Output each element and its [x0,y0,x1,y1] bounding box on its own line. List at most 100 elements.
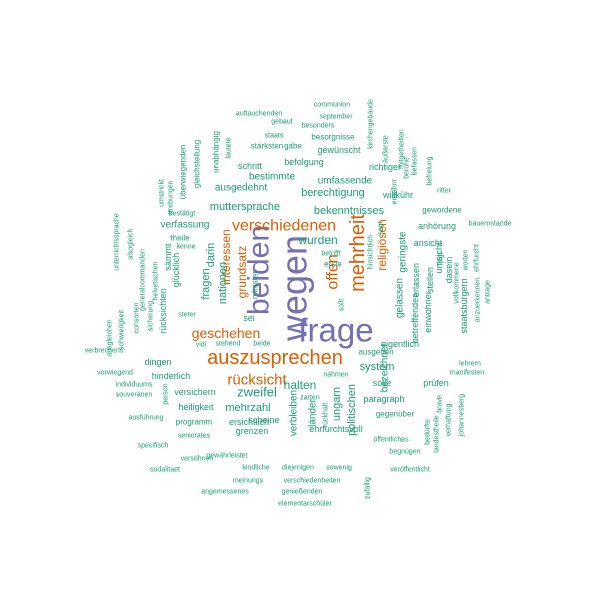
cloud-word-16: bekenntnisses [314,205,385,217]
cloud-word-105: vidi [196,342,207,349]
cloud-word-3: mehrheit [347,214,369,292]
cloud-word-111: souveränen [116,392,153,399]
cloud-word-0: frage [298,312,373,349]
cloud-word-119: diejenigen [282,465,314,472]
cloud-word-27: geringste [398,231,409,273]
cloud-word-50: prüfen [423,378,449,388]
cloud-word-37: ansicht [414,238,443,248]
cloud-word-145: folgt [438,252,445,265]
cloud-word-49: solle [373,378,392,388]
cloud-word-23: ungarn [331,387,343,421]
cloud-word-73: stärksten [251,142,283,151]
cloud-word-40: betreffenden [410,293,420,343]
cloud-word-98: generalcommanden [140,249,147,311]
cloud-word-95: kenne [176,244,195,251]
cloud-word-80: auftauchenden [236,111,282,118]
cloud-word-12: wurden [297,233,337,247]
cloud-word-133: verhaftung [446,403,453,436]
cloud-word-4: auszusprechen [207,347,343,369]
cloud-word-64: sei [243,313,255,323]
cloud-word-6: offen [325,254,342,289]
cloud-word-25: bezeichnet [380,344,391,393]
cloud-word-138: nahmen [323,372,348,379]
cloud-word-149: anzuerkennen [475,278,482,322]
cloud-word-117: sodalitaet [150,467,180,474]
cloud-word-113: ausführung [128,415,163,422]
cloud-word-30: bestimmte [249,172,296,183]
cloud-word-125: elementarschüler [278,501,332,508]
cloud-word-57: heiligkeit [178,402,214,412]
cloud-word-118: kindliche [242,465,269,472]
cloud-word-140: sollt [339,299,346,312]
cloud-word-135: lehrern [459,361,481,368]
cloud-word-86: befreiung [427,156,434,185]
cloud-word-115: versöhnen [181,456,214,463]
cloud-word-59: hinderlich [152,371,191,381]
cloud-word-137: zarten [300,395,320,402]
cloud-word-31: ausgedehnt [215,183,267,194]
cloud-word-94: theile [170,234,190,243]
cloud-word-131: landestheile [434,415,441,452]
cloud-word-75: besorgnisse [311,133,355,142]
cloud-word-69: sämmt [163,243,173,270]
cloud-word-142: erste [324,260,342,269]
cloud-word-2: beiden [243,225,276,315]
cloud-word-146: worten [463,249,470,271]
cloud-word-18: fragen [200,268,212,299]
cloud-word-26: gelassen [395,278,406,318]
cloud-word-122: verschiedenheiten [284,478,341,485]
cloud-word-19: darin [205,243,217,267]
cloud-word-72: unabhängig [212,131,221,173]
cloud-word-5: verschiedenen [232,218,336,235]
cloud-word-10: interessen [219,229,233,284]
cloud-word-101: schwierigkeit [119,310,126,350]
cloud-word-44: dasein [444,257,454,284]
cloud-word-120: sowenig [326,465,352,472]
cloud-word-13: zweifel [237,385,277,400]
cloud-word-108: verbrechens [85,348,124,355]
cloud-word-88: bauernstande [469,221,512,228]
cloud-word-61: programm [176,418,213,427]
cloud-word-121: meinungs [233,478,264,485]
cloud-word-116: gewährleistet [206,453,247,460]
cloud-word-82: kirchengebäude [368,99,375,149]
cloud-word-52: gegenüber [376,410,415,419]
cloud-word-109: vorwiegend [97,370,133,377]
cloud-word-129: öffentliches [373,437,409,444]
cloud-word-107: beide [253,341,270,348]
cloud-word-11: grundsatz [235,246,249,299]
cloud-word-92: strebungen [168,180,175,215]
cloud-word-43: staatsbürgern [459,278,469,333]
cloud-word-110: individuums [116,382,153,389]
cloud-word-9: religiösen [375,219,389,270]
cloud-word-70: gleichstellung [193,140,202,188]
cloud-word-34: willkühr [382,190,413,200]
cloud-word-67: verbleiben [289,390,300,436]
cloud-word-36: richtiger [369,162,401,172]
cloud-word-29: umfassende [318,176,373,187]
cloud-word-60: dingen [144,357,171,367]
cloud-word-93: bestätigt [169,211,196,218]
cloud-word-114: specifisch [138,443,169,450]
cloud-word-14: halten [284,378,317,392]
cloud-word-90: lautete [226,137,233,158]
cloud-word-81: communion [314,102,350,109]
cloud-word-63: glücklich [171,253,181,288]
cloud-word-83: äußerste [383,135,390,163]
cloud-word-87: ritter [437,188,452,195]
cloud-word-22: mehrzahl [225,402,270,414]
cloud-word-56: grenzen [236,426,269,436]
cloud-word-7: rücksicht [227,372,287,389]
cloud-word-151: beruhe [404,157,411,179]
cloud-word-127: veröffentlicht [390,467,430,474]
cloud-word-136: manifesten [450,370,484,377]
cloud-word-39: stellen [425,267,435,293]
cloud-word-103: consorten [134,303,141,334]
cloud-word-20: nationen [217,262,229,304]
cloud-word-76: staats [265,133,284,140]
cloud-word-112: person [163,383,170,405]
cloud-word-58: versichern [174,387,216,397]
cloud-word-55: scheine [248,415,279,425]
cloud-word-141: betrifft [321,251,340,258]
